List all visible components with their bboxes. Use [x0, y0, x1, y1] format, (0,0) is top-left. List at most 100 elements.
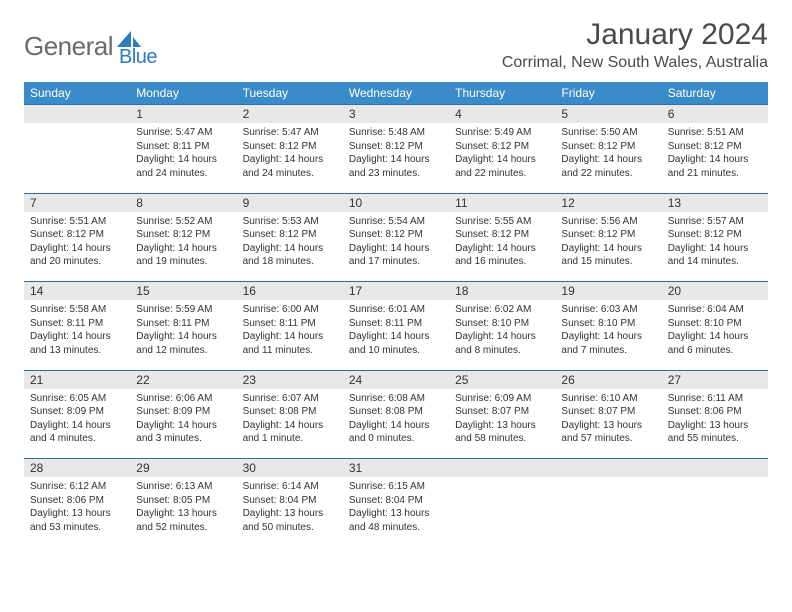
- sunrise-text: Sunrise: 5:59 AM: [136, 303, 230, 317]
- sunrise-text: Sunrise: 6:03 AM: [561, 303, 655, 317]
- sunset-text: Sunset: 8:11 PM: [30, 317, 124, 331]
- brand-logo: General Blue: [24, 24, 157, 69]
- sunrise-text: Sunrise: 6:14 AM: [243, 480, 337, 494]
- daylight-text: Daylight: 14 hours and 20 minutes.: [30, 242, 124, 269]
- day-number: 9: [237, 193, 343, 212]
- sunrise-text: Sunrise: 5:52 AM: [136, 215, 230, 229]
- sunset-text: Sunset: 8:12 PM: [349, 140, 443, 154]
- day-number: 22: [130, 370, 236, 389]
- daylight-text: Daylight: 14 hours and 18 minutes.: [243, 242, 337, 269]
- sunset-text: Sunset: 8:06 PM: [668, 405, 762, 419]
- day-cell: Sunrise: 6:12 AMSunset: 8:06 PMDaylight:…: [24, 477, 130, 547]
- sunset-text: Sunset: 8:08 PM: [243, 405, 337, 419]
- daylight-text: Daylight: 13 hours and 48 minutes.: [349, 507, 443, 534]
- day-number: 26: [555, 370, 661, 389]
- weekday-header: Tuesday: [237, 82, 343, 105]
- day-number: 24: [343, 370, 449, 389]
- location: Corrimal, New South Wales, Australia: [502, 54, 768, 72]
- daylight-text: Daylight: 14 hours and 0 minutes.: [349, 419, 443, 446]
- sunrise-text: Sunrise: 5:51 AM: [668, 126, 762, 140]
- daylight-text: Daylight: 14 hours and 14 minutes.: [668, 242, 762, 269]
- daylight-text: Daylight: 14 hours and 16 minutes.: [455, 242, 549, 269]
- sunrise-text: Sunrise: 5:47 AM: [243, 126, 337, 140]
- day-cell: Sunrise: 6:09 AMSunset: 8:07 PMDaylight:…: [449, 389, 555, 459]
- day-number-row: 78910111213: [24, 193, 768, 212]
- day-cell: Sunrise: 5:49 AMSunset: 8:12 PMDaylight:…: [449, 123, 555, 193]
- daylight-text: Daylight: 13 hours and 55 minutes.: [668, 419, 762, 446]
- day-number: 17: [343, 282, 449, 301]
- daylight-text: Daylight: 14 hours and 22 minutes.: [455, 153, 549, 180]
- day-cell: Sunrise: 6:05 AMSunset: 8:09 PMDaylight:…: [24, 389, 130, 459]
- sunset-text: Sunset: 8:05 PM: [136, 494, 230, 508]
- day-number: 13: [662, 193, 768, 212]
- day-number: 2: [237, 105, 343, 124]
- sunrise-text: Sunrise: 6:10 AM: [561, 392, 655, 406]
- day-number: 8: [130, 193, 236, 212]
- sunset-text: Sunset: 8:12 PM: [243, 140, 337, 154]
- sunrise-text: Sunrise: 5:48 AM: [349, 126, 443, 140]
- day-cell: [449, 477, 555, 547]
- sunset-text: Sunset: 8:10 PM: [455, 317, 549, 331]
- sunset-text: Sunset: 8:12 PM: [455, 140, 549, 154]
- sunrise-text: Sunrise: 5:58 AM: [30, 303, 124, 317]
- sunset-text: Sunset: 8:10 PM: [668, 317, 762, 331]
- day-number: 1: [130, 105, 236, 124]
- sunset-text: Sunset: 8:12 PM: [349, 228, 443, 242]
- day-cell: Sunrise: 5:54 AMSunset: 8:12 PMDaylight:…: [343, 212, 449, 282]
- day-number-row: 28293031: [24, 459, 768, 478]
- sunrise-text: Sunrise: 6:08 AM: [349, 392, 443, 406]
- sunrise-text: Sunrise: 6:13 AM: [136, 480, 230, 494]
- day-cell: Sunrise: 5:57 AMSunset: 8:12 PMDaylight:…: [662, 212, 768, 282]
- day-cell: [555, 477, 661, 547]
- daylight-text: Daylight: 14 hours and 6 minutes.: [668, 330, 762, 357]
- day-cell: Sunrise: 6:00 AMSunset: 8:11 PMDaylight:…: [237, 300, 343, 370]
- daylight-text: Daylight: 13 hours and 50 minutes.: [243, 507, 337, 534]
- daylight-text: Daylight: 14 hours and 17 minutes.: [349, 242, 443, 269]
- sunset-text: Sunset: 8:06 PM: [30, 494, 124, 508]
- weekday-header: Saturday: [662, 82, 768, 105]
- day-number-row: 21222324252627: [24, 370, 768, 389]
- daylight-text: Daylight: 14 hours and 22 minutes.: [561, 153, 655, 180]
- daylight-text: Daylight: 13 hours and 57 minutes.: [561, 419, 655, 446]
- day-cell: Sunrise: 6:08 AMSunset: 8:08 PMDaylight:…: [343, 389, 449, 459]
- day-number: 15: [130, 282, 236, 301]
- day-cell: Sunrise: 5:56 AMSunset: 8:12 PMDaylight:…: [555, 212, 661, 282]
- day-number: 19: [555, 282, 661, 301]
- weekday-header: Wednesday: [343, 82, 449, 105]
- day-cell: Sunrise: 6:11 AMSunset: 8:06 PMDaylight:…: [662, 389, 768, 459]
- sunrise-text: Sunrise: 6:12 AM: [30, 480, 124, 494]
- day-cell: Sunrise: 5:50 AMSunset: 8:12 PMDaylight:…: [555, 123, 661, 193]
- daylight-text: Daylight: 14 hours and 13 minutes.: [30, 330, 124, 357]
- sunrise-text: Sunrise: 5:49 AM: [455, 126, 549, 140]
- weekday-header: Friday: [555, 82, 661, 105]
- sunset-text: Sunset: 8:09 PM: [30, 405, 124, 419]
- sunrise-text: Sunrise: 6:01 AM: [349, 303, 443, 317]
- header: General Blue January 2024 Corrimal, New …: [24, 18, 768, 72]
- day-number: 27: [662, 370, 768, 389]
- daylight-text: Daylight: 14 hours and 11 minutes.: [243, 330, 337, 357]
- sunset-text: Sunset: 8:07 PM: [455, 405, 549, 419]
- day-number: 4: [449, 105, 555, 124]
- sunrise-text: Sunrise: 6:00 AM: [243, 303, 337, 317]
- day-cell: Sunrise: 6:02 AMSunset: 8:10 PMDaylight:…: [449, 300, 555, 370]
- daylight-text: Daylight: 14 hours and 21 minutes.: [668, 153, 762, 180]
- sunrise-text: Sunrise: 6:07 AM: [243, 392, 337, 406]
- day-cell: Sunrise: 5:48 AMSunset: 8:12 PMDaylight:…: [343, 123, 449, 193]
- day-number: 31: [343, 459, 449, 478]
- sunset-text: Sunset: 8:12 PM: [30, 228, 124, 242]
- day-number-row: 123456: [24, 105, 768, 124]
- day-cell: Sunrise: 5:58 AMSunset: 8:11 PMDaylight:…: [24, 300, 130, 370]
- brand-text-2: Blue: [119, 46, 157, 69]
- day-cell: Sunrise: 5:52 AMSunset: 8:12 PMDaylight:…: [130, 212, 236, 282]
- daylight-text: Daylight: 14 hours and 10 minutes.: [349, 330, 443, 357]
- day-cell: Sunrise: 6:03 AMSunset: 8:10 PMDaylight:…: [555, 300, 661, 370]
- sunrise-text: Sunrise: 5:54 AM: [349, 215, 443, 229]
- sunset-text: Sunset: 8:12 PM: [455, 228, 549, 242]
- daylight-text: Daylight: 14 hours and 3 minutes.: [136, 419, 230, 446]
- daylight-text: Daylight: 14 hours and 15 minutes.: [561, 242, 655, 269]
- day-cell: Sunrise: 6:15 AMSunset: 8:04 PMDaylight:…: [343, 477, 449, 547]
- daylight-text: Daylight: 13 hours and 53 minutes.: [30, 507, 124, 534]
- day-cell: Sunrise: 6:06 AMSunset: 8:09 PMDaylight:…: [130, 389, 236, 459]
- sunset-text: Sunset: 8:12 PM: [668, 140, 762, 154]
- sunset-text: Sunset: 8:11 PM: [136, 317, 230, 331]
